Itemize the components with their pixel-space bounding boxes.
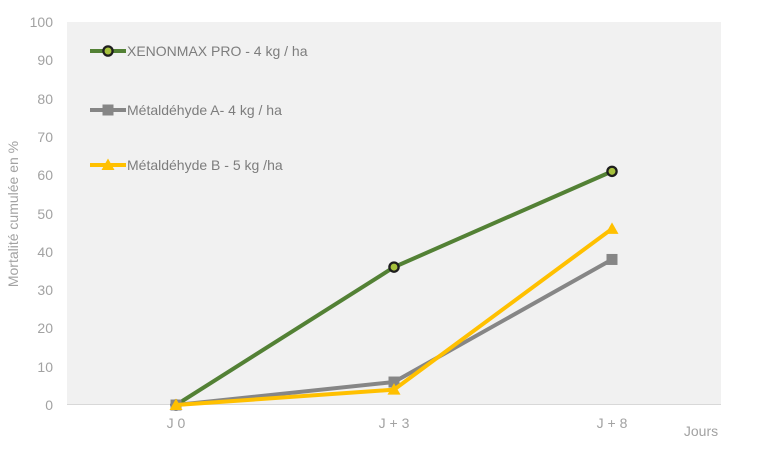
y-tick-label: 100 (29, 14, 53, 30)
legend-label: Métaldéhyde B - 5 kg /ha (127, 157, 283, 173)
legend-item-xenonmax-pro: XENONMAX PRO - 4 kg / ha (90, 41, 308, 61)
legend-marker-square-icon (90, 104, 126, 116)
x-tick-label: J 0 (166, 415, 186, 431)
y-tick-label: 0 (45, 397, 53, 413)
legend-item-metaldehyde-a: Métaldéhyde A- 4 kg / ha (90, 100, 282, 120)
legend-marker-triangle-icon (90, 158, 126, 170)
triangle-marker (101, 158, 115, 170)
circle-marker (102, 45, 114, 57)
y-tick-label: 40 (37, 243, 53, 260)
legend-item-metaldehyde-b: Métaldéhyde B - 5 kg /ha (90, 155, 283, 175)
y-tick-label: 20 (37, 320, 53, 337)
y-tick-label: 60 (37, 167, 53, 184)
y-tick-label: 10 (37, 358, 53, 375)
x-tick-label: J + 3 (378, 415, 410, 431)
y-tick-label: 80 (37, 90, 53, 107)
x-axis-line (67, 404, 721, 405)
y-tick-label: 30 (37, 282, 53, 299)
legend-label: XENONMAX PRO - 4 kg / ha (127, 43, 308, 59)
y-tick-label: 90 (37, 52, 53, 69)
y-tick-label: 70 (37, 128, 53, 145)
plot-area (67, 22, 721, 405)
square-marker (102, 104, 114, 116)
x-tick-label: J + 8 (596, 415, 628, 431)
x-axis-title: Jours (683, 423, 719, 439)
y-tick-label: 50 (37, 205, 53, 222)
legend-label: Métaldéhyde A- 4 kg / ha (127, 102, 282, 118)
legend-marker-circle-icon (90, 45, 126, 57)
